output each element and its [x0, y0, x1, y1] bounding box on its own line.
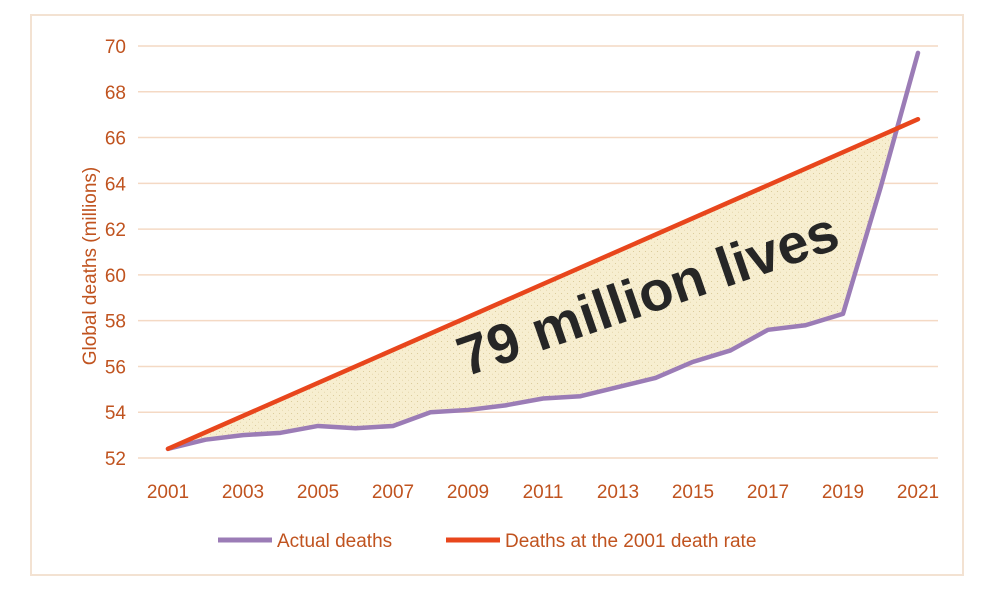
y-tick-label: 60 [105, 266, 126, 287]
y-tick-label: 64 [105, 174, 127, 195]
legend-label-actual: Actual deaths [277, 531, 392, 552]
y-tick-label: 62 [105, 220, 126, 241]
y-tick-label: 54 [105, 403, 127, 424]
x-tick-label: 2013 [597, 482, 639, 503]
chart-frame: 52 54 56 58 60 62 64 66 68 70 2001 2003 2005 2007 200… [30, 14, 964, 576]
x-tick-label: 2009 [447, 482, 489, 503]
y-tick-label: 52 [105, 449, 126, 470]
x-tick-label: 2003 [222, 482, 264, 503]
x-tick-label: 2017 [747, 482, 789, 503]
legend: Actual deaths Deaths at the 2001 death r… [218, 531, 756, 552]
x-tick-label: 2011 [523, 482, 564, 503]
y-axis-ticks: 52 54 56 58 60 62 64 66 68 70 [105, 37, 127, 470]
y-tick-label: 56 [105, 357, 126, 378]
series-line-2001-rate [165, 116, 921, 452]
x-tick-label: 2005 [297, 482, 339, 503]
series-lines [165, 50, 921, 452]
y-tick-label: 58 [105, 312, 126, 333]
legend-label-rate: Deaths at the 2001 death rate [505, 531, 756, 552]
x-tick-label: 2021 [897, 482, 939, 503]
y-tick-label: 66 [105, 129, 126, 150]
x-axis-ticks: 2001 2003 2005 2007 2009 2011 2013 2015 2017 2019… [147, 482, 939, 503]
x-tick-label: 2001 [147, 482, 189, 503]
y-tick-label: 70 [105, 37, 126, 58]
x-tick-label: 2019 [822, 482, 864, 503]
x-tick-label: 2007 [372, 482, 414, 503]
y-axis-title: Global deaths (millions) [80, 167, 101, 366]
x-tick-label: 2015 [672, 482, 714, 503]
y-tick-label: 68 [105, 83, 126, 104]
